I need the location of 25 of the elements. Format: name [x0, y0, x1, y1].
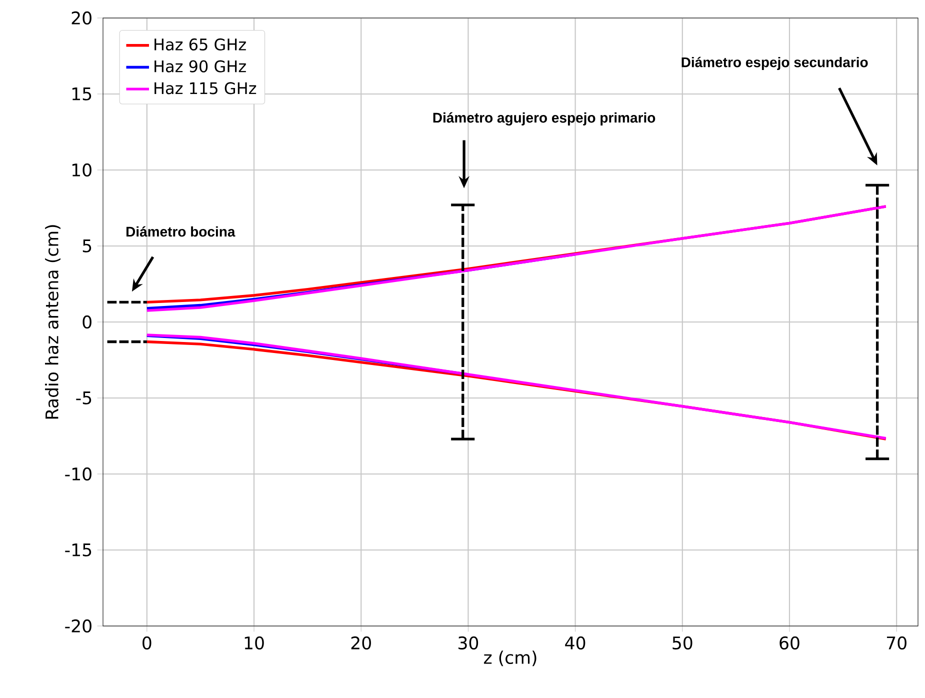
y-tick-label: 10 — [72, 163, 92, 177]
y-tick-label: -5 — [76, 392, 92, 404]
y-axis-title: Radio haz antena (cm) — [45, 225, 60, 419]
x-tick-label: 50 — [672, 636, 692, 650]
legend-label: Haz 115 GHz — [154, 82, 256, 94]
annotation: Diámetro agujero espejo primario — [433, 112, 656, 126]
y-tick-label: 5 — [82, 240, 92, 252]
x-tick-label: 20 — [351, 636, 371, 650]
y-tick-label: 15 — [72, 88, 92, 100]
y-tick-label: -10 — [65, 467, 92, 481]
y-tick-label: 0 — [82, 315, 92, 329]
legend-label: Haz 90 GHz — [154, 60, 246, 72]
y-tick-label: -15 — [65, 544, 92, 556]
x-tick-label: 60 — [780, 636, 800, 650]
x-tick-label: 0 — [142, 636, 152, 650]
y-tick-label: 20 — [72, 11, 92, 25]
y-tick-label: -20 — [65, 619, 92, 633]
legend-label: Haz 65 GHz — [154, 38, 246, 51]
annotation: Diámetro espejo secundario — [682, 56, 868, 70]
x-tick-label: 30 — [458, 636, 478, 650]
x-tick-label: 40 — [565, 636, 586, 650]
x-tick-label: 10 — [244, 636, 264, 650]
x-axis-title: z (cm) — [484, 650, 536, 666]
x-tick-label: 70 — [886, 636, 906, 650]
annotation: Diámetro bocina — [126, 226, 236, 237]
